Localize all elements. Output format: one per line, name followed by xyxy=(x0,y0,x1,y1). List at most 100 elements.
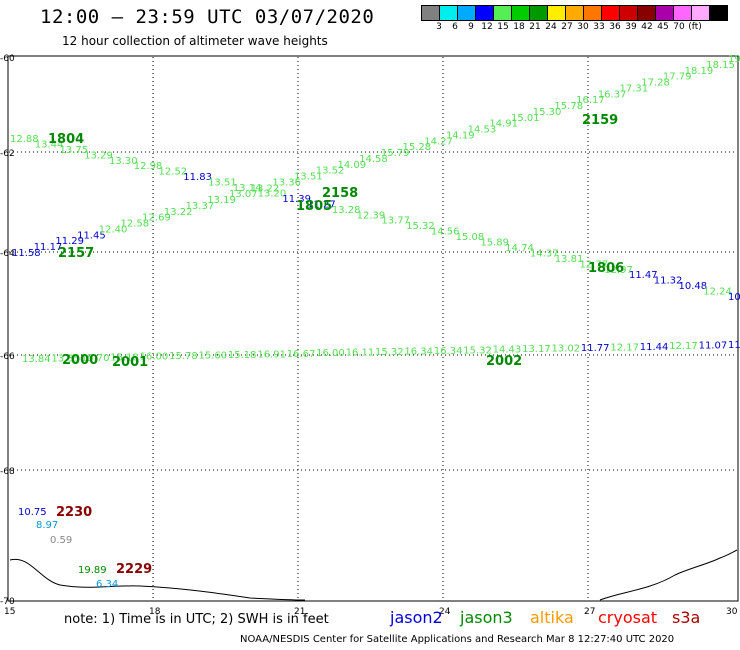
x-axis-label: 21 xyxy=(294,607,305,617)
track-value: 11.32 xyxy=(654,276,683,287)
track-value: 11.44 xyxy=(640,342,669,353)
track-value: 12.77 xyxy=(579,259,608,270)
track-value: 15.79 xyxy=(381,148,410,159)
track-value: 14.91 xyxy=(489,119,518,130)
track-value: 15.18 xyxy=(110,352,139,363)
legend-label: 45 xyxy=(657,22,669,32)
track-value: 17.79 xyxy=(663,72,692,83)
track-value: 16.11 xyxy=(346,348,375,359)
track-id: 2229 xyxy=(116,562,152,577)
track-value: 13.29 xyxy=(84,150,113,161)
track-id: 2159 xyxy=(582,113,618,128)
y-axis-label: -60 xyxy=(0,54,15,64)
track-id: 2157 xyxy=(58,246,94,261)
legend-label: 6 xyxy=(452,22,458,32)
legend-label: 12 xyxy=(481,22,493,32)
track-value: 12.58 xyxy=(120,219,149,230)
track-value: 15.32 xyxy=(375,347,404,358)
track-value: 11.77 xyxy=(581,343,610,354)
satellite-label: jason3 xyxy=(460,608,513,627)
y-axis-label: -64 xyxy=(0,249,15,259)
track-id: 1805 xyxy=(296,199,332,214)
track-value: 15.32 xyxy=(463,345,492,356)
track-value: 13.14 xyxy=(233,183,262,194)
track-value: 15.32 xyxy=(406,221,435,232)
credit-text: NOAA/NESDIS Center for Satellite Applica… xyxy=(240,634,675,645)
track-value: 13.75 xyxy=(60,145,89,156)
track-value: 15.78 xyxy=(554,101,583,112)
track-value: 13.28 xyxy=(332,205,361,216)
track-id: 1806 xyxy=(588,261,624,276)
x-axis-label: 27 xyxy=(584,607,595,617)
track-value: 13.02 xyxy=(552,344,581,355)
track-value: 15.60 xyxy=(199,351,228,362)
point-value: 0.59 xyxy=(50,535,72,546)
track-value: 14.43 xyxy=(493,345,522,356)
track-value: 12.69 xyxy=(142,213,171,224)
legend-label: 30 xyxy=(577,22,589,32)
track-value: 17.31 xyxy=(620,83,649,94)
track-value: 19 xyxy=(728,54,740,65)
track-value: 12.17 xyxy=(610,342,639,353)
track-value: 15.28 xyxy=(403,142,432,153)
track-value: 14.09 xyxy=(337,160,366,171)
satellite-label: jason2 xyxy=(390,608,443,627)
track-value: 13.22 xyxy=(251,183,280,194)
y-axis-label: -62 xyxy=(0,149,15,159)
track-value: 13.37 xyxy=(186,201,215,212)
track-value: 14.19 xyxy=(446,130,475,141)
legend-label: 24 xyxy=(545,22,557,32)
track-value: 15.70 xyxy=(81,353,110,364)
track-value: 10 xyxy=(728,292,740,303)
track-value: 12.88 xyxy=(10,134,39,145)
legend-label: 27 xyxy=(561,22,573,32)
track-value: 13.22 xyxy=(164,207,193,218)
track-value: 15.89 xyxy=(480,238,509,249)
track-value: 17.28 xyxy=(641,78,670,89)
color-legend xyxy=(421,5,728,21)
track-value: 14.56 xyxy=(431,227,460,238)
track-value: 13.17 xyxy=(522,344,551,355)
track-value: 16.34 xyxy=(404,346,433,357)
track-value: 11.45 xyxy=(77,230,106,241)
legend-label: 9 xyxy=(468,22,474,32)
track-value: 14.53 xyxy=(468,125,497,136)
legend-label: 3 xyxy=(436,22,442,32)
track-value: 16.34 xyxy=(434,346,463,357)
track-value: 14.58 xyxy=(359,154,388,165)
track-value: 18.15 xyxy=(706,60,735,71)
legend-label: 42 xyxy=(641,22,653,32)
legend-label: (ft) xyxy=(688,22,702,32)
track-value: 13.77 xyxy=(381,216,410,227)
track-value: 13.84 xyxy=(22,354,51,365)
x-axis-label: 24 xyxy=(439,607,451,617)
track-id: 2158 xyxy=(322,186,358,201)
track-value: 16.91 xyxy=(257,349,286,360)
track-value: 14.27 xyxy=(424,136,453,147)
track-value: 16.00 xyxy=(316,348,345,359)
coastline xyxy=(9,558,306,601)
track-value: 13.36 xyxy=(272,177,301,188)
track-value: 11.29 xyxy=(55,236,84,247)
track-value: 15.78 xyxy=(169,351,198,362)
track-value: 11.1 xyxy=(728,340,740,351)
plot-frame xyxy=(7,55,739,602)
track-value: 13.19 xyxy=(207,195,236,206)
track-value: 13.20 xyxy=(258,188,287,199)
track-value: 13.51 xyxy=(208,178,237,189)
x-axis-label: 30 xyxy=(726,607,738,617)
coastline-east xyxy=(599,549,738,601)
track-id: 2230 xyxy=(56,505,92,520)
track-value: 15.08 xyxy=(456,232,485,243)
track-value: 13.52 xyxy=(316,166,345,177)
legend-label: 39 xyxy=(625,22,637,32)
track-value: 11.47 xyxy=(629,270,658,281)
track-value: 16.17 xyxy=(576,95,605,106)
track-value: 11.17 xyxy=(34,242,63,253)
y-axis-label: -68 xyxy=(0,467,15,477)
legend-label: 70 xyxy=(673,22,685,32)
note-text: note: 1) Time is in UTC; 2) SWH is in fe… xyxy=(64,612,329,627)
satellite-label: s3a xyxy=(672,608,701,627)
track-id: 2002 xyxy=(486,354,522,369)
track-value: 16.67 xyxy=(287,349,316,360)
